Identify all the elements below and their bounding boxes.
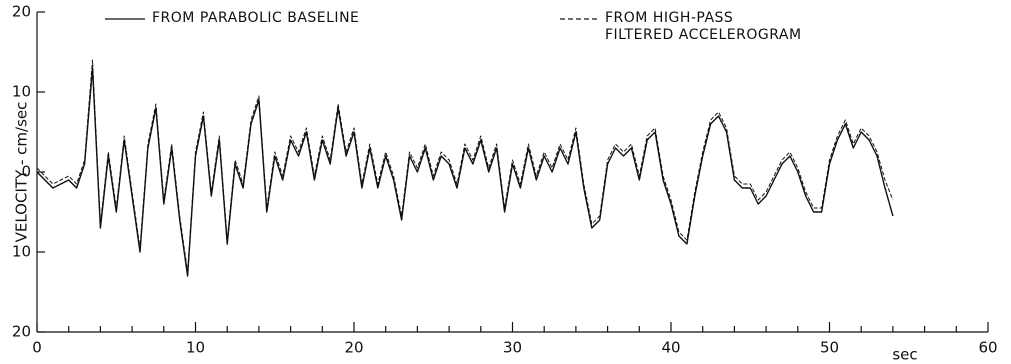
y-tick-label: 0 (21, 163, 31, 181)
legend-label: FROM HIGH-PASS FILTERED ACCELEROGRAM (605, 10, 802, 43)
y-tick-label: 10 (12, 83, 31, 101)
y-axis-label: VELOCITY - cm/sec (13, 102, 31, 243)
x-tick-label: 40 (661, 339, 680, 357)
y-tick-label: 20 (12, 323, 31, 341)
y-tick-label: 10 (12, 243, 31, 261)
x-unit-label: sec (892, 346, 917, 364)
series-line (36, 67, 894, 277)
x-tick-label: 10 (186, 339, 205, 357)
x-tick-label: 30 (503, 339, 522, 357)
x-tick-label: 60 (978, 339, 997, 357)
x-tick-label: 50 (820, 339, 839, 357)
x-tick-label: 20 (344, 339, 363, 357)
y-tick-label: 20 (12, 3, 31, 21)
legend-label: FROM PARABOLIC BASELINE (152, 10, 360, 26)
x-tick-label: 0 (32, 339, 42, 357)
series-line (36, 59, 894, 273)
